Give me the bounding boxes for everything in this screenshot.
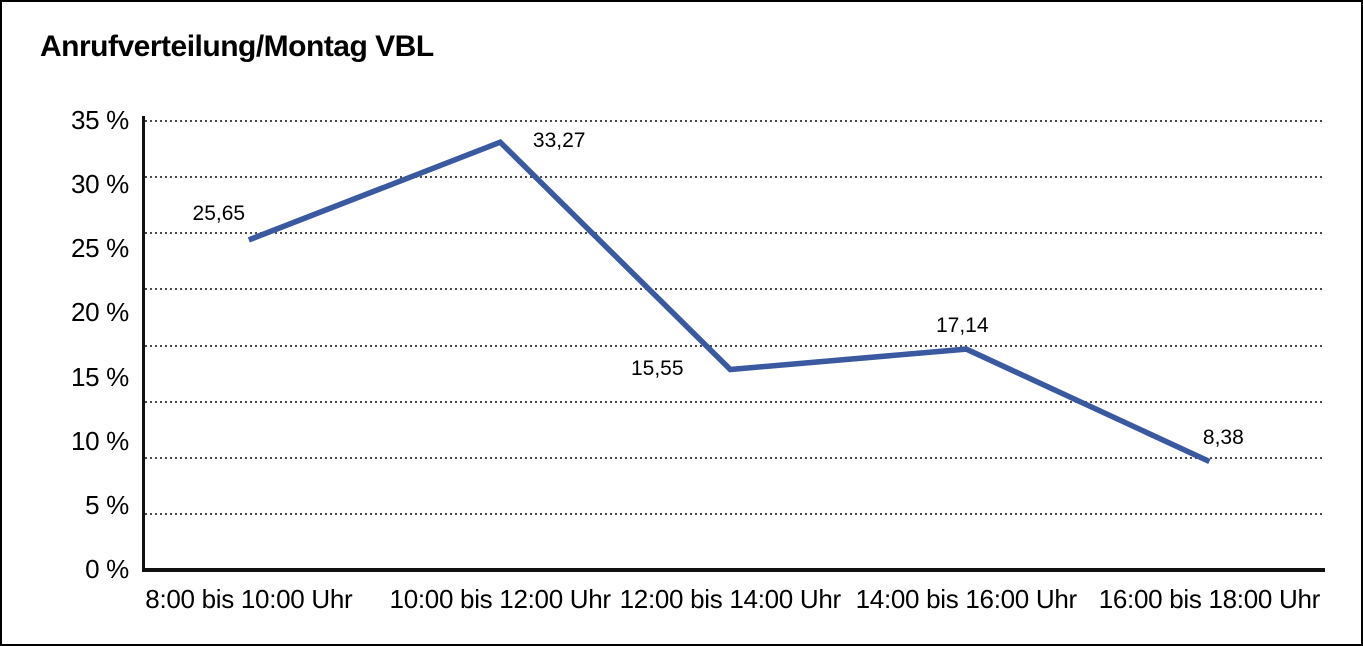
- series-line-path: [247, 138, 1211, 464]
- gridline: [145, 344, 1325, 347]
- gridline: [145, 400, 1325, 403]
- gridline: [145, 512, 1325, 515]
- chart-title: Anrufverteilung/Montag VBL: [40, 30, 434, 63]
- y-tick-label: 20 %: [70, 297, 129, 328]
- y-tick-label: 0 %: [85, 554, 129, 584]
- data-point-label: 17,14: [935, 314, 989, 338]
- x-tick-label: 10:00 bis 12:00 Uhr: [389, 584, 612, 614]
- data-point-label: 33,27: [532, 129, 586, 153]
- gridline: [145, 288, 1325, 291]
- gridline: [145, 176, 1325, 179]
- x-tick-label: 14:00 bis 16:00 Uhr: [855, 584, 1078, 614]
- x-tick-label: 12:00 bis 14:00 Uhr: [619, 584, 842, 614]
- y-tick-label: 15 %: [70, 361, 129, 392]
- plot-area: 25,65 33,27 15,55 17,14 8,38: [145, 120, 1325, 569]
- x-tick-label: 8:00 bis 10:00 Uhr: [145, 584, 353, 614]
- line-series: [247, 138, 1211, 464]
- data-point-label: 25,65: [192, 201, 246, 225]
- y-tick-label: 35 %: [70, 105, 129, 135]
- data-point-label: 15,55: [630, 356, 684, 380]
- y-tick-label: 30 %: [70, 169, 129, 200]
- x-axis-line: [142, 568, 1325, 572]
- x-tick-label: 16:00 bis 18:00 Uhr: [1098, 584, 1321, 614]
- y-axis-line: [142, 116, 145, 572]
- gridline: [145, 232, 1325, 235]
- gridline: [145, 456, 1325, 459]
- y-tick-label: 25 %: [70, 233, 129, 264]
- y-tick-label: 5 %: [85, 489, 129, 520]
- data-point-label: 8,38: [1202, 426, 1244, 450]
- gridline: [145, 120, 1325, 122]
- y-tick-label: 10 %: [70, 425, 129, 456]
